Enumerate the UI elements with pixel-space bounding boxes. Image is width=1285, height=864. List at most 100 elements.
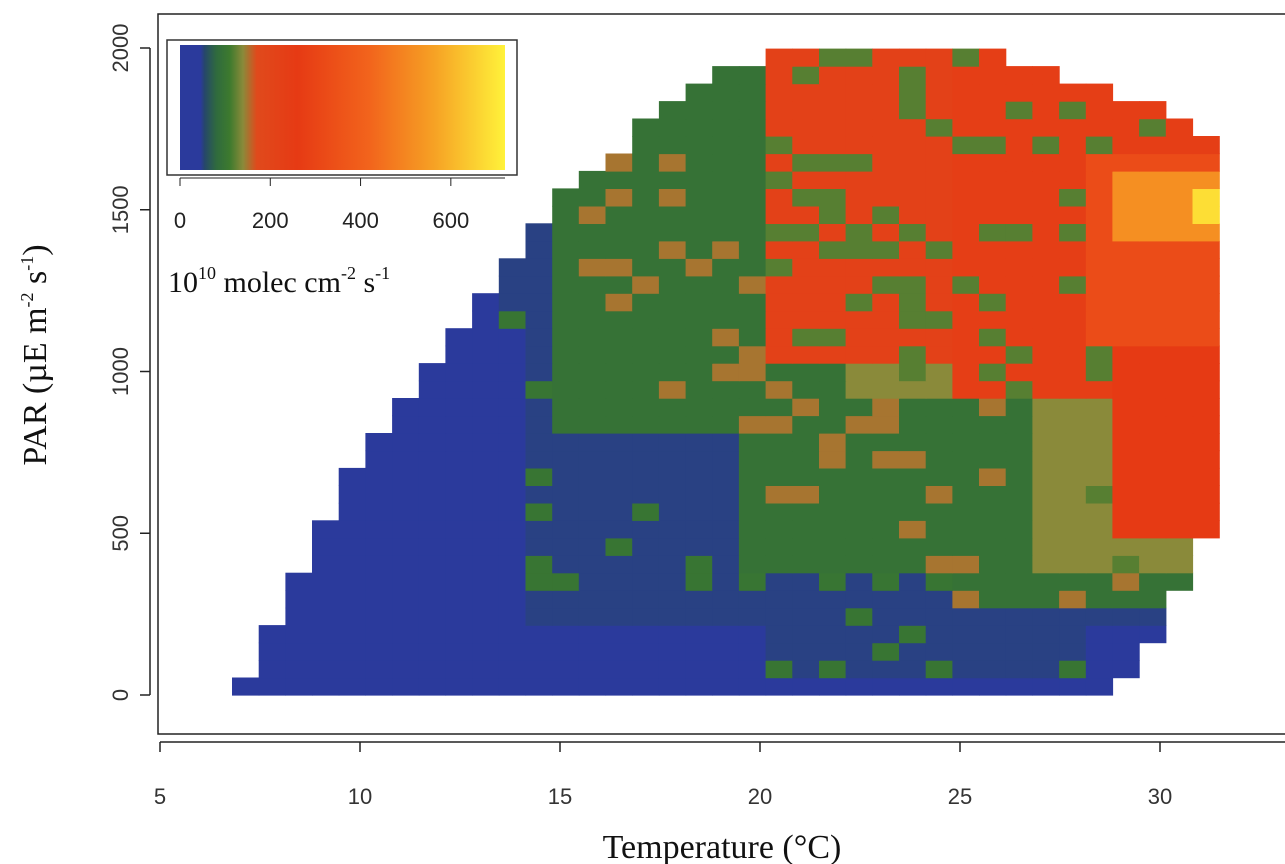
heat-cell (899, 240, 927, 259)
heat-cell (1005, 433, 1033, 452)
heat-cell (952, 328, 980, 347)
heat-cell (765, 83, 793, 102)
heat-cell (658, 345, 687, 364)
heat-cell (472, 537, 500, 556)
heat-cell (845, 363, 873, 382)
heat-cell (525, 258, 553, 277)
heat-cell (979, 433, 1007, 452)
heat-cell (1032, 258, 1060, 277)
heat-cell (819, 293, 847, 312)
heat-cell (1085, 607, 1114, 626)
heat-cell (792, 660, 820, 679)
heat-cell (1059, 642, 1087, 661)
heat-cell (1005, 398, 1033, 417)
heat-cell (1032, 415, 1060, 434)
heat-cell (952, 240, 980, 259)
heat-cell (285, 607, 313, 626)
heat-cell (899, 136, 927, 155)
heat-cell (712, 170, 740, 189)
heat-cell (979, 293, 1007, 312)
heat-cell (765, 188, 793, 207)
heat-cell (1085, 83, 1114, 102)
heat-cell (578, 520, 607, 539)
heat-cell (712, 520, 740, 539)
heat-cell (1032, 590, 1060, 609)
heat-cell (578, 433, 607, 452)
heat-cell (925, 363, 953, 382)
heat-cell (925, 240, 953, 259)
heat-cell (738, 363, 767, 382)
heat-cell (1005, 153, 1033, 172)
heatmap-cells (232, 48, 1220, 696)
heat-cell (979, 467, 1007, 486)
heat-cell (1085, 188, 1114, 207)
heat-cell (578, 660, 607, 679)
heat-cell (712, 398, 740, 417)
heat-cell (872, 433, 900, 452)
heat-cell (845, 450, 873, 469)
heat-cell (498, 502, 527, 521)
heat-cell (1165, 223, 1194, 242)
heat-cell (712, 642, 740, 661)
heat-cell (418, 590, 447, 609)
heat-cell (685, 170, 713, 189)
heat-cell (925, 450, 953, 469)
heat-cell (658, 555, 687, 574)
heat-cell (979, 136, 1007, 155)
heat-cell (819, 502, 847, 521)
heat-cell (338, 625, 366, 644)
heat-cell (498, 345, 527, 364)
heat-cell (819, 170, 847, 189)
heat-cell (312, 572, 340, 591)
heat-cell (525, 642, 553, 661)
heat-cell (899, 398, 927, 417)
heat-cell (605, 275, 633, 294)
heat-cell (925, 48, 953, 67)
heat-cell (738, 118, 767, 137)
heat-cell (285, 677, 313, 696)
heat-cell (658, 415, 687, 434)
heat-cell (525, 572, 553, 591)
heat-cell (952, 485, 980, 504)
heat-cell (845, 537, 873, 556)
heat-cell (712, 118, 740, 137)
heat-cell (1059, 625, 1087, 644)
heat-cell (685, 502, 713, 521)
heat-cell (552, 205, 580, 224)
heat-cell (498, 642, 527, 661)
heat-cell (472, 572, 500, 591)
heat-cell (872, 136, 900, 155)
heat-cell (925, 555, 953, 574)
heat-cell (1192, 275, 1220, 294)
heat-cell (845, 188, 873, 207)
heat-cell (738, 188, 767, 207)
heat-cell (899, 188, 927, 207)
heat-cell (872, 48, 900, 67)
heat-cell (979, 83, 1007, 102)
heat-cell (552, 223, 580, 242)
heat-cell (872, 467, 900, 486)
heat-cell (365, 555, 393, 574)
heat-cell (1005, 607, 1033, 626)
x-tick-label: 25 (948, 784, 972, 809)
heat-cell (418, 363, 447, 382)
heat-cell (979, 398, 1007, 417)
heat-cell (1112, 590, 1140, 609)
heat-cell (792, 223, 820, 242)
heat-cell (872, 310, 900, 329)
heat-cell (1085, 363, 1114, 382)
heat-cell (1165, 450, 1194, 469)
heat-cell (685, 590, 713, 609)
heat-cell (1032, 188, 1060, 207)
heat-cell (605, 188, 633, 207)
heat-cell (1112, 101, 1140, 120)
heat-cell (845, 572, 873, 591)
heat-cell (605, 153, 633, 172)
heat-cell (338, 485, 366, 504)
heat-cell (498, 328, 527, 347)
heat-cell (578, 607, 607, 626)
heat-cell (1085, 398, 1114, 417)
heat-cell (899, 625, 927, 644)
heat-cell (819, 153, 847, 172)
heat-cell (472, 660, 500, 679)
